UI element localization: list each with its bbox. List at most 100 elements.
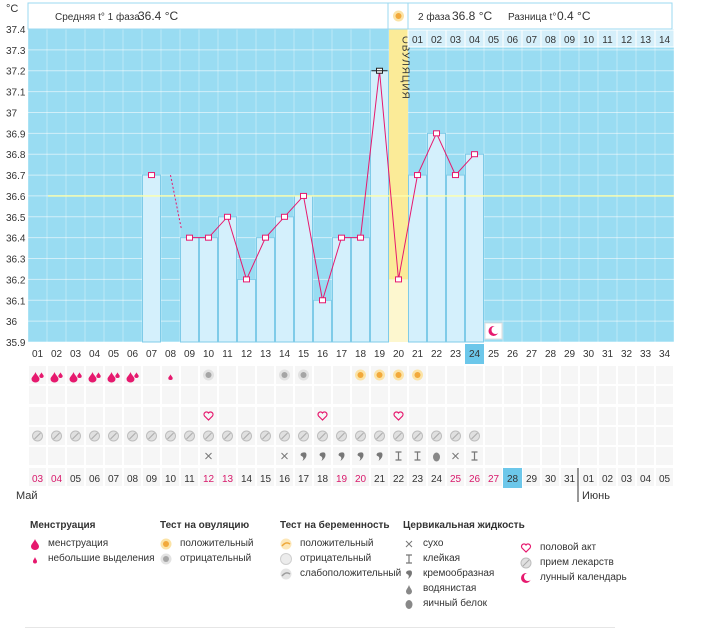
phase2-value: 36.8 °C bbox=[452, 9, 492, 23]
row-cell bbox=[180, 365, 199, 385]
row-cell bbox=[161, 446, 180, 466]
row-cell bbox=[541, 467, 560, 487]
pill-icon-line bbox=[34, 432, 41, 440]
temp-point-day-18 bbox=[357, 234, 364, 241]
row-cell bbox=[579, 467, 598, 487]
temp-point-day-24 bbox=[471, 151, 478, 158]
ovu-test-positive-core bbox=[414, 372, 421, 378]
row-cell bbox=[598, 385, 617, 405]
row-cell bbox=[161, 385, 180, 405]
temp-point-day-09 bbox=[186, 234, 193, 241]
pill-icon-line bbox=[129, 432, 136, 440]
dry-icon bbox=[281, 452, 288, 460]
row-cell bbox=[180, 406, 199, 426]
row-cell bbox=[237, 385, 256, 405]
y-tick-label: 35.9 bbox=[6, 338, 26, 349]
cycle-day-label: 16 bbox=[317, 349, 329, 360]
row-cell bbox=[427, 406, 446, 426]
calendar-date-label: 11 bbox=[184, 474, 195, 485]
pill-icon-line bbox=[414, 432, 421, 440]
row-cell bbox=[617, 385, 636, 405]
temp-bar-day-09 bbox=[180, 237, 199, 343]
row-cell bbox=[66, 385, 85, 405]
small-drop-icon bbox=[33, 556, 37, 563]
sticky-icon bbox=[395, 451, 402, 461]
cycle-day-label: 07 bbox=[146, 349, 158, 360]
legend-title-cervical: Цервикальная жидкость bbox=[403, 520, 525, 531]
row-cell bbox=[28, 406, 47, 426]
y-tick-label: 37 bbox=[6, 108, 18, 119]
phase2-day-cell bbox=[654, 29, 675, 48]
diff-value: 0.4 °C bbox=[557, 9, 591, 23]
row-cell bbox=[123, 406, 142, 426]
phase2-day-label: 07 bbox=[526, 35, 538, 46]
menstruation-drop-icon bbox=[39, 372, 44, 379]
pill-icon-line bbox=[319, 432, 326, 440]
calendar-date-label: 04 bbox=[640, 474, 652, 485]
legend-item-eggwhite: яичный белок bbox=[403, 596, 525, 611]
heart-icon bbox=[317, 411, 328, 421]
row-cell bbox=[598, 365, 617, 385]
creamy-icon bbox=[300, 452, 307, 461]
legend-item-sticky: клейкая bbox=[403, 551, 525, 566]
row-cell bbox=[636, 426, 655, 446]
preg-weak-icon bbox=[280, 568, 292, 579]
phase2-day-label: 12 bbox=[621, 35, 633, 46]
row-cell bbox=[237, 446, 256, 466]
phase1-value: 36.4 °C bbox=[138, 9, 178, 23]
menstruation-drop-icon bbox=[77, 372, 82, 379]
row-cell bbox=[484, 446, 503, 466]
row-cell bbox=[142, 365, 161, 385]
row-cell bbox=[427, 365, 446, 385]
row-cell bbox=[199, 406, 218, 426]
cycle-day-label: 19 bbox=[374, 349, 386, 360]
row-cell bbox=[161, 467, 180, 487]
temp-bar-day-13 bbox=[256, 237, 275, 343]
calendar-date-label: 06 bbox=[89, 474, 101, 485]
menstruation-drop-icon bbox=[134, 372, 139, 379]
heart-icon bbox=[520, 542, 532, 553]
cycle-day-label: 11 bbox=[222, 349, 233, 360]
legend-title-menstruation: Менструация bbox=[30, 520, 96, 531]
row-cell bbox=[85, 406, 104, 426]
row-cell bbox=[408, 467, 427, 487]
row-cell bbox=[617, 426, 636, 446]
phase2-day-label: 02 bbox=[431, 35, 443, 46]
temperature-dashed-line bbox=[170, 174, 182, 230]
pill-icon-line bbox=[395, 432, 402, 440]
row-cell bbox=[484, 467, 503, 487]
row-cell bbox=[351, 406, 370, 426]
row-cell bbox=[218, 467, 237, 487]
y-tick-label: 36.5 bbox=[6, 213, 26, 224]
calendar-date-label: 03 bbox=[621, 474, 633, 485]
drop-icon bbox=[31, 538, 39, 550]
row-cell bbox=[446, 467, 465, 487]
phase2-day-label: 03 bbox=[450, 35, 462, 46]
pill-icon-line bbox=[452, 432, 459, 440]
y-unit-label: °C bbox=[6, 3, 18, 15]
cycle-day-label: 32 bbox=[621, 349, 633, 360]
row-cell bbox=[560, 426, 579, 446]
current-day-highlight bbox=[465, 344, 484, 364]
row-cell bbox=[142, 467, 161, 487]
ovu-positive-icon bbox=[160, 538, 172, 549]
cycle-day-label: 02 bbox=[51, 349, 63, 360]
legend-item-watery: водянистая bbox=[403, 581, 525, 596]
moon-icon bbox=[521, 572, 532, 583]
temp-bar-day-17 bbox=[332, 237, 351, 343]
y-tick-label: 36.1 bbox=[6, 296, 26, 307]
cycle-day-label: 29 bbox=[564, 349, 576, 360]
ovu-test-positive-core bbox=[395, 372, 402, 378]
temp-point-day-15 bbox=[300, 192, 307, 199]
menstruation-drop-icon bbox=[126, 372, 135, 383]
phase2-header bbox=[407, 2, 673, 30]
cycle-day-label: 18 bbox=[355, 349, 367, 360]
cycle-day-label: 30 bbox=[583, 349, 595, 360]
calendar-date-label: 27 bbox=[488, 474, 500, 485]
row-cell bbox=[655, 446, 674, 466]
row-cell bbox=[28, 467, 47, 487]
row-cell bbox=[408, 385, 427, 405]
row-cell bbox=[180, 467, 199, 487]
temp-point-day-16 bbox=[319, 297, 326, 304]
sticky-icon bbox=[471, 451, 478, 461]
